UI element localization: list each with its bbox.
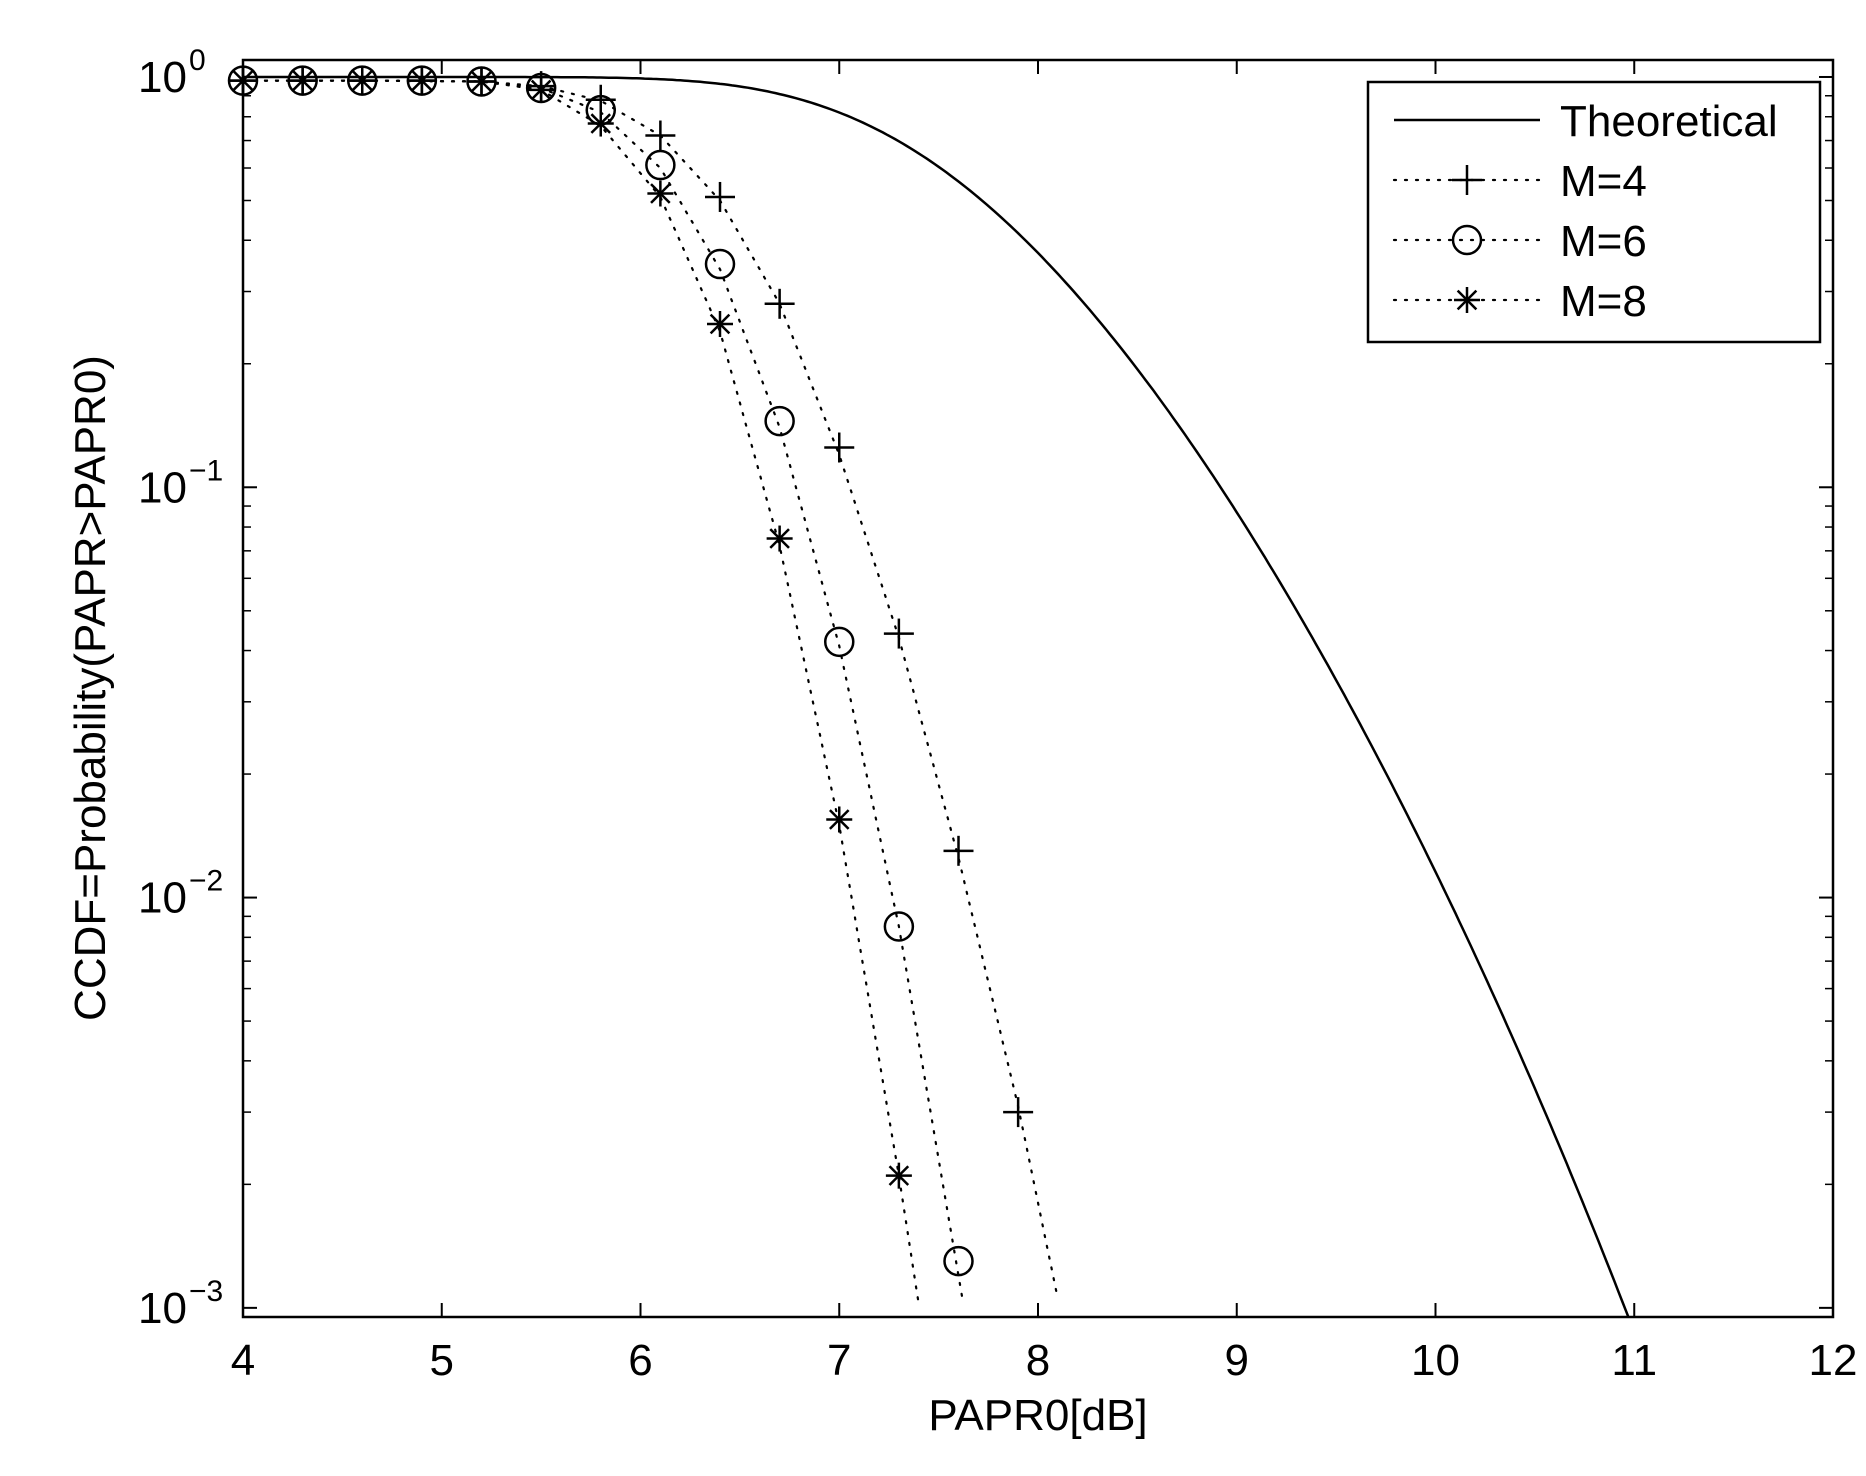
- data-point-m-6-circle: [347, 65, 378, 96]
- y-tick-label: 10: [138, 463, 187, 512]
- data-point-m-8-asterisk: [587, 110, 614, 137]
- data-point-m-4-plus: [705, 181, 735, 212]
- star-d2: [352, 70, 373, 91]
- x-tick-label: 12: [1809, 1336, 1858, 1385]
- data-point-m-8-asterisk: [468, 68, 495, 95]
- data-point-m-4-plus: [883, 618, 914, 649]
- x-axis-label: PAPR0[dB]: [928, 1391, 1147, 1440]
- x-tick-label: 6: [628, 1336, 652, 1385]
- y-tick-label-exponent: 0: [189, 44, 206, 77]
- y-tick-label-exponent: −1: [189, 454, 223, 487]
- data-point-m-6-circle: [704, 248, 736, 280]
- y-tick-label-base: 10: [138, 463, 187, 512]
- y-tick-label-exponent: −3: [189, 1275, 223, 1308]
- data-point-m-8-asterisk: [707, 311, 733, 338]
- data-point-m-8-asterisk: [826, 806, 853, 833]
- x-tick-label: 11: [1611, 1336, 1657, 1385]
- y-axis-label: CCDF=Probability(PAPR>PAPR0): [66, 355, 115, 1021]
- y-tick-label: 10: [138, 874, 187, 923]
- data-point-m-8-asterisk: [528, 76, 555, 103]
- x-tick-label: 5: [430, 1336, 454, 1385]
- data-point-m-6-circle: [824, 626, 855, 658]
- data-point-m-8-asterisk: [766, 525, 793, 552]
- legend-marker-asterisk: [1454, 287, 1480, 313]
- legend-marker-circle: [1451, 224, 1483, 256]
- data-point-m-4-plus: [943, 835, 974, 866]
- data-point-m-8-asterisk: [349, 67, 376, 94]
- star-d2: [471, 71, 492, 92]
- star-d2: [769, 528, 790, 549]
- legend-box: [1366, 80, 1822, 344]
- data-point-m-4-plus: [645, 120, 676, 151]
- legend-item-theoretical: Theoretical: [1394, 97, 1778, 146]
- y-tick-label-base: 10: [138, 53, 187, 102]
- data-point-m-6-circle: [764, 405, 795, 437]
- data-point-m-6-circle: [645, 149, 676, 181]
- data-point-m-6-circle: [466, 66, 497, 97]
- data-point-m-8-asterisk: [885, 1162, 912, 1189]
- legend-label: M=4: [1560, 157, 1647, 206]
- star-d2: [590, 113, 611, 134]
- legend-label: Theoretical: [1560, 97, 1778, 146]
- plot-markers: [227, 65, 1034, 1277]
- legend-item-m-6: M=6: [1392, 217, 1647, 266]
- data-point-m-6-circle: [943, 1245, 974, 1277]
- y-tick-label-base: 10: [138, 1284, 187, 1333]
- x-tick-label: 9: [1225, 1336, 1249, 1385]
- data-point-m-8-asterisk: [647, 180, 674, 207]
- data-point-m-8-asterisk: [408, 67, 435, 94]
- legend-item-m-4: M=4: [1392, 157, 1647, 206]
- y-tick-label-base: 10: [138, 874, 187, 923]
- legend-label: M=6: [1560, 217, 1647, 266]
- legend: Theoretical M=4 M=6 M=8: [1366, 80, 1822, 344]
- x-tick-label: 4: [231, 1336, 255, 1385]
- legend-marker-plus: [1452, 165, 1482, 195]
- data-point-m-8-asterisk: [289, 67, 316, 94]
- legend-label: M=8: [1560, 277, 1647, 326]
- axis-ticks: [242, 60, 1834, 1317]
- star-d2: [650, 183, 671, 204]
- data-point-m-6-circle: [287, 65, 318, 96]
- data-point-m-6-circle: [883, 911, 915, 942]
- star-d2: [709, 313, 731, 335]
- star-d2: [1456, 289, 1478, 311]
- data-point-m-6-circle: [406, 65, 438, 96]
- data-point-m-4-plus: [1003, 1097, 1034, 1128]
- star-d2: [530, 79, 552, 101]
- x-tick-label: 8: [1026, 1336, 1050, 1385]
- y-tick-label: 10: [138, 53, 187, 102]
- x-tick-label: 7: [827, 1336, 851, 1385]
- x-tick-label: 10: [1411, 1336, 1460, 1385]
- star-d2: [829, 809, 850, 830]
- legend-item-m-8: M=8: [1392, 277, 1647, 326]
- data-point-m-4-plus: [764, 288, 795, 319]
- star-d2: [292, 70, 313, 91]
- data-point-m-4-plus: [824, 432, 855, 463]
- y-tick-label: 10: [138, 1284, 187, 1333]
- star-d2: [411, 70, 433, 91]
- star-d2: [888, 1165, 910, 1186]
- y-tick-label-exponent: −2: [189, 865, 223, 898]
